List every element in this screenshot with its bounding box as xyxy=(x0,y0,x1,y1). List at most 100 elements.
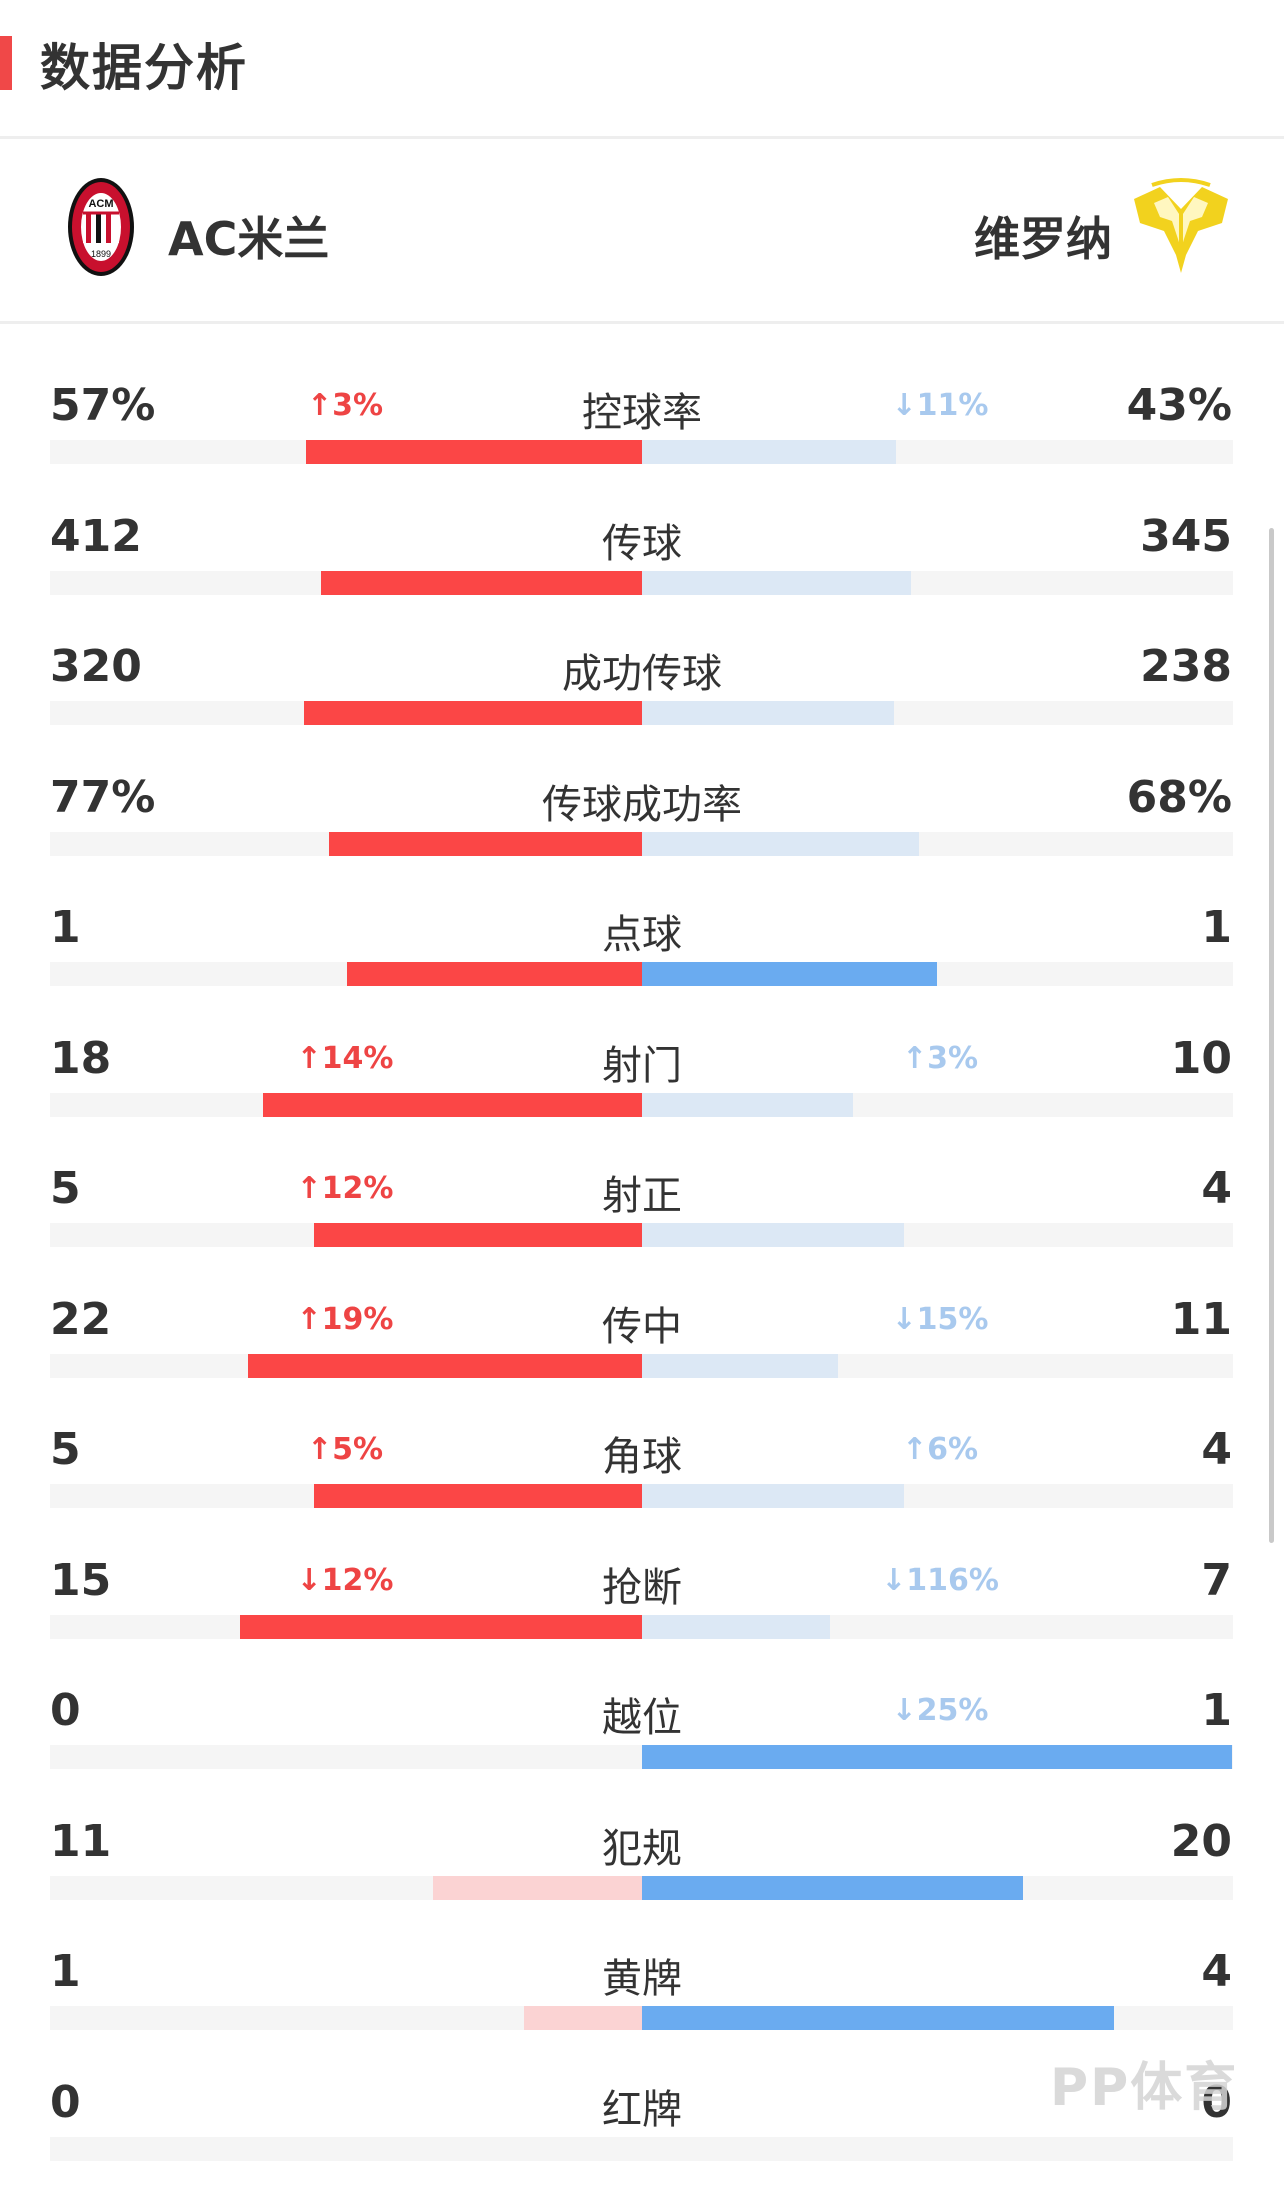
away-bar xyxy=(642,1875,1023,1900)
home-value: 22 xyxy=(50,1293,112,1345)
home-bar xyxy=(329,831,642,856)
away-bar xyxy=(642,701,894,725)
teams-divider xyxy=(0,321,1284,324)
home-bar xyxy=(306,440,642,464)
home-value: 1 xyxy=(50,902,81,953)
home-team-name: AC米兰 xyxy=(168,212,330,266)
home-value: 0 xyxy=(50,2076,81,2128)
home-bar xyxy=(314,1484,642,1508)
stat-row: 1 黄牌 4 xyxy=(0,1936,1284,2066)
home-delta: ↑3% xyxy=(306,388,384,423)
away-bar xyxy=(642,570,911,595)
home-value: 412 xyxy=(50,510,142,562)
away-value: 1 xyxy=(1201,1685,1232,1736)
away-delta: ↑3% xyxy=(901,1040,979,1076)
header-accent-bar xyxy=(0,36,12,90)
home-bar xyxy=(321,570,642,595)
home-value: 11 xyxy=(50,1815,112,1867)
svg-text:ACM: ACM xyxy=(88,198,113,210)
stat-label: 传中 xyxy=(602,1303,682,1350)
stat-label: 抢断 xyxy=(602,1564,682,1611)
stat-track xyxy=(50,2136,1233,2161)
home-bar xyxy=(433,1875,642,1900)
stat-label: 传球成功率 xyxy=(542,781,742,828)
stat-row: 77% 传球成功率 68% xyxy=(0,762,1284,892)
stat-label: 成功传球 xyxy=(562,651,722,697)
stat-row: 5 射正 4 ↑12% xyxy=(0,1153,1284,1283)
stat-row: 18 射门 10 ↑14% ↑3% xyxy=(0,1023,1284,1153)
away-delta: ↓25% xyxy=(891,1693,989,1728)
stat-row: 1 点球 1 xyxy=(0,892,1284,1022)
home-bar xyxy=(240,1614,642,1639)
home-delta: ↑5% xyxy=(306,1432,384,1467)
scrollbar[interactable] xyxy=(1269,528,1274,1543)
home-bar xyxy=(314,1223,642,1247)
svg-text:1899: 1899 xyxy=(91,249,111,259)
stat-row: 22 传中 11 ↑19% ↓15% xyxy=(0,1284,1284,1414)
home-value: 5 xyxy=(50,1163,81,1214)
stat-label: 射门 xyxy=(602,1042,682,1089)
home-bar xyxy=(263,1092,642,1117)
away-value: 10 xyxy=(1170,1032,1232,1084)
away-value: 4 xyxy=(1201,1163,1232,1214)
home-delta: ↓12% xyxy=(296,1562,394,1598)
away-bar xyxy=(642,831,919,856)
home-delta: ↑14% xyxy=(296,1040,394,1076)
away-value: 7 xyxy=(1201,1554,1232,1606)
away-bar xyxy=(642,1092,853,1117)
stat-row: 5 角球 4 ↑5% ↑6% xyxy=(0,1414,1284,1544)
home-bar xyxy=(347,962,642,986)
away-delta: ↓15% xyxy=(891,1301,989,1337)
stat-label: 越位 xyxy=(602,1695,682,1741)
stat-label: 点球 xyxy=(602,912,682,958)
away-value: 4 xyxy=(1201,1424,1232,1475)
home-value: 1 xyxy=(50,1946,81,1997)
home-value: 0 xyxy=(50,1685,81,1736)
away-bar xyxy=(642,1745,1232,1769)
away-bar xyxy=(642,1223,904,1247)
stat-label: 黄牌 xyxy=(602,1956,682,2002)
watermark: PP体育 xyxy=(1050,2058,1239,2118)
stat-row: 0 越位 1 ↓25% xyxy=(0,1675,1284,1805)
home-value: 77% xyxy=(50,771,156,823)
away-bar xyxy=(642,2006,1114,2030)
stat-label: 角球 xyxy=(602,1434,682,1480)
away-value: 68% xyxy=(1126,771,1232,823)
away-delta: ↓116% xyxy=(881,1562,999,1598)
stat-label: 红牌 xyxy=(602,2086,682,2133)
stat-row: 11 犯规 20 xyxy=(0,1806,1284,1936)
page-title: 数据分析 xyxy=(40,39,248,97)
home-bar xyxy=(248,1353,642,1378)
stat-row: 57% 控球率 43% ↑3% ↓11% xyxy=(0,370,1284,500)
stat-label: 犯规 xyxy=(602,1825,682,1872)
hellas-verona-crest-icon xyxy=(1134,178,1228,273)
ac-milan-crest-icon: ACM 1899 xyxy=(68,178,134,276)
away-value: 4 xyxy=(1201,1946,1232,1997)
home-delta: ↑12% xyxy=(296,1171,394,1206)
stat-label: 控球率 xyxy=(582,390,702,436)
away-value: 20 xyxy=(1170,1815,1232,1867)
header-divider xyxy=(0,136,1284,139)
away-bar xyxy=(642,440,896,464)
away-bar xyxy=(642,1353,838,1378)
away-delta: ↓11% xyxy=(891,388,989,423)
away-value: 345 xyxy=(1140,510,1232,562)
stat-row: 320 成功传球 238 xyxy=(0,631,1284,761)
away-delta: ↑6% xyxy=(901,1432,979,1467)
away-value: 238 xyxy=(1140,641,1232,692)
teams-row: ACM 1899 AC米兰 维罗纳 xyxy=(0,139,1284,322)
away-bar xyxy=(642,1614,830,1639)
home-value: 18 xyxy=(50,1032,112,1084)
stat-row: 412 传球 345 xyxy=(0,501,1284,631)
home-bar xyxy=(304,701,642,725)
away-team-name: 维罗纳 xyxy=(974,212,1112,266)
section-header: 数据分析 xyxy=(0,0,1284,136)
stat-row: 15 抢断 7 ↓12% ↓116% xyxy=(0,1545,1284,1675)
home-value: 320 xyxy=(50,641,142,692)
home-bar xyxy=(524,2006,642,2030)
away-bar xyxy=(642,962,937,986)
home-value: 5 xyxy=(50,1424,81,1475)
home-value: 15 xyxy=(50,1554,112,1606)
away-value: 43% xyxy=(1126,380,1232,431)
away-value: 0 xyxy=(1201,2076,1232,2128)
